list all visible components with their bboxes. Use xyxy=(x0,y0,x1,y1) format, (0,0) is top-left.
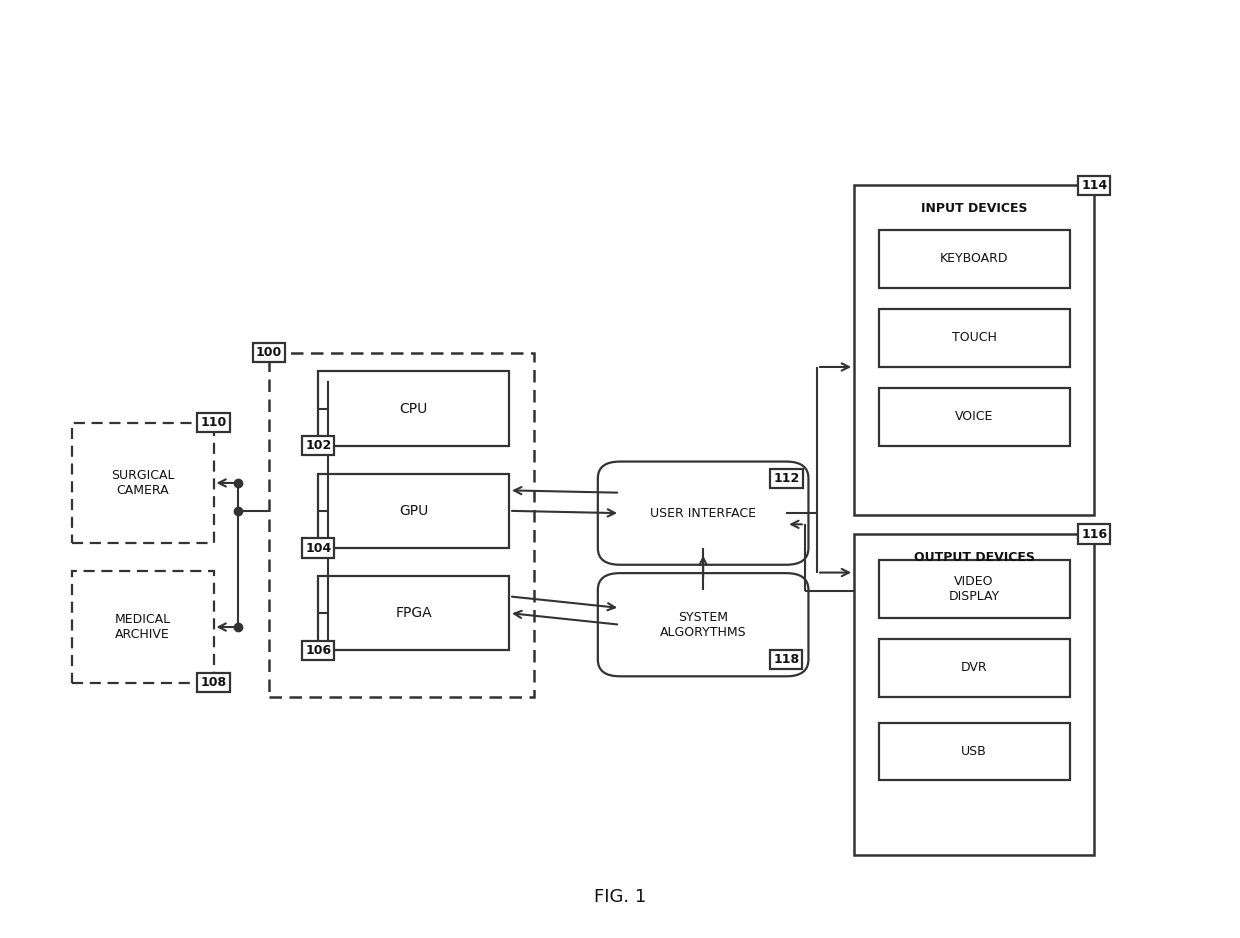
FancyBboxPatch shape xyxy=(598,461,808,565)
Text: 108: 108 xyxy=(201,676,227,689)
Text: VOICE: VOICE xyxy=(955,411,993,423)
Text: USER INTERFACE: USER INTERFACE xyxy=(650,507,756,520)
Bar xyxy=(269,353,533,697)
Bar xyxy=(879,388,1070,446)
Text: USB: USB xyxy=(961,745,987,758)
Bar xyxy=(72,571,213,683)
Text: TOUCH: TOUCH xyxy=(951,331,997,344)
Text: 110: 110 xyxy=(201,416,227,429)
Text: FIG. 1: FIG. 1 xyxy=(594,887,646,906)
Text: INPUT DEVICES: INPUT DEVICES xyxy=(921,203,1028,215)
Text: OUTPUT DEVICES: OUTPUT DEVICES xyxy=(914,551,1034,564)
Text: GPU: GPU xyxy=(399,504,428,518)
Bar xyxy=(319,371,510,446)
Bar xyxy=(319,576,510,650)
Text: KEYBOARD: KEYBOARD xyxy=(940,252,1008,265)
Bar xyxy=(879,310,1070,367)
Bar xyxy=(72,422,213,543)
Bar xyxy=(879,560,1070,618)
Text: 116: 116 xyxy=(1081,527,1107,540)
Text: SYSTEM
ALGORYTHMS: SYSTEM ALGORYTHMS xyxy=(660,611,746,639)
Text: 114: 114 xyxy=(1081,179,1107,192)
Bar xyxy=(854,186,1094,516)
Text: 104: 104 xyxy=(305,541,331,554)
Text: 100: 100 xyxy=(255,346,281,359)
Text: SURGICAL
CAMERA: SURGICAL CAMERA xyxy=(110,469,175,497)
Text: 112: 112 xyxy=(774,472,800,485)
Text: DVR: DVR xyxy=(961,661,987,674)
Bar xyxy=(854,534,1094,855)
Text: 106: 106 xyxy=(305,643,331,657)
Bar xyxy=(879,723,1070,780)
Bar xyxy=(879,230,1070,288)
Bar xyxy=(879,639,1070,697)
Bar xyxy=(319,474,510,548)
Text: MEDICAL
ARCHIVE: MEDICAL ARCHIVE xyxy=(114,613,171,641)
Text: FPGA: FPGA xyxy=(396,606,432,620)
FancyBboxPatch shape xyxy=(598,573,808,676)
Text: CPU: CPU xyxy=(399,401,428,416)
Text: VIDEO
DISPLAY: VIDEO DISPLAY xyxy=(949,575,999,603)
Text: 102: 102 xyxy=(305,439,331,452)
Text: 118: 118 xyxy=(774,653,800,666)
